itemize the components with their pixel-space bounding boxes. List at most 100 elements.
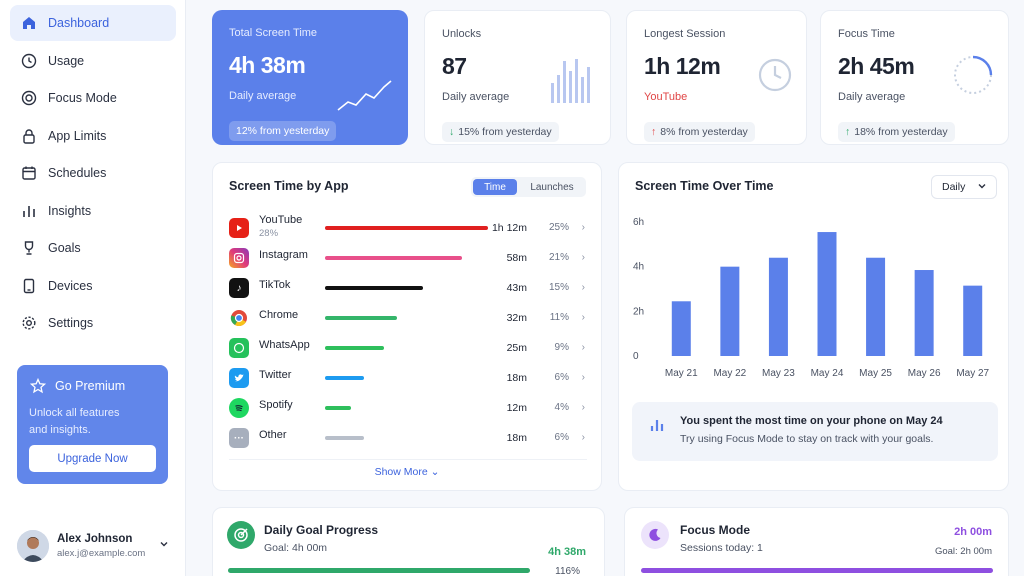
sidebar-item-dashboard[interactable]: Dashboard <box>10 5 176 41</box>
trophy-icon <box>20 239 38 257</box>
sidebar-item-schedules[interactable]: Schedules <box>10 155 176 191</box>
chart-bar[interactable] <box>671 301 691 356</box>
app-row-tiktok[interactable]: ♪ TikTok 43m 15% › <box>229 274 585 302</box>
sidebar-item-label: Dashboard <box>48 16 110 30</box>
app-time: 32m <box>506 312 527 324</box>
stat-label: Unlocks <box>442 28 482 40</box>
chart-bar[interactable] <box>866 257 886 356</box>
chevron-down-icon: ⌄ <box>430 466 440 478</box>
sidebar-item-focus-mode[interactable]: Focus Mode <box>10 80 176 116</box>
chevron-down-icon <box>977 181 987 194</box>
chart-bar[interactable] <box>720 266 740 356</box>
app-row-whatsapp[interactable]: WhatsApp 25m 9% › <box>229 334 585 362</box>
stat-delta: 12% from yesterday <box>229 121 337 141</box>
app-row-twitter[interactable]: Twitter 18m 6% › <box>229 364 585 392</box>
usage-bar <box>325 406 351 410</box>
unlocks-mini-bars <box>551 59 590 103</box>
total-screen-time-card: Total Screen Time 4h 38m Daily average 1… <box>212 10 408 145</box>
sidebar-item-usage[interactable]: Usage <box>10 43 176 79</box>
x-tick-label: May 24 <box>811 368 844 379</box>
app-row-chrome[interactable]: Chrome 32m 11% › <box>229 304 585 332</box>
bar-chart-icon <box>20 202 38 220</box>
app-row-spotify[interactable]: Spotify 12m 4% › <box>229 394 585 422</box>
x-tick-label: May 27 <box>956 368 989 379</box>
app-percent: 6% <box>554 372 569 383</box>
tiktok-icon: ♪ <box>229 278 249 298</box>
sidebar-item-label: App Limits <box>48 129 107 143</box>
sidebar-item-devices[interactable]: Devices <box>10 268 176 304</box>
chart-bar[interactable] <box>768 257 788 356</box>
y-tick-label: 0 <box>633 351 639 362</box>
chevron-right-icon: › <box>581 372 585 383</box>
usage-bar <box>325 256 462 260</box>
app-name: Chrome <box>259 309 299 321</box>
app-name: Twitter <box>259 369 292 381</box>
app-row-other[interactable]: ··· Other 18m 6% › <box>229 424 585 452</box>
stat-value: 1h 12m <box>644 53 721 79</box>
app-time: 18m <box>506 432 527 444</box>
app-percent: 15% <box>548 282 569 293</box>
stat-label: Total Screen Time <box>229 27 318 39</box>
usage-bar <box>325 286 423 290</box>
app-name: Instagram <box>259 249 308 261</box>
premium-title: Go Premium <box>55 379 126 393</box>
clock-icon <box>758 58 792 92</box>
app-row-instagram[interactable]: Instagram 58m 21% › <box>229 244 585 272</box>
sidebar: Dashboard Usage Focus Mode App Limits Sc… <box>0 0 186 576</box>
app-percent: 21% <box>548 252 569 263</box>
focus-ring-icon <box>954 55 993 94</box>
app-percent: 4% <box>554 402 569 413</box>
tablet-icon <box>20 277 38 295</box>
divider <box>229 459 587 460</box>
usage-bar <box>325 376 364 380</box>
show-more-link[interactable]: Show More ⌄ <box>374 466 440 478</box>
chart-bar[interactable] <box>963 285 983 356</box>
chevron-right-icon: › <box>581 432 585 443</box>
stat-delta: ↑ 8% from yesterday <box>644 122 755 142</box>
longest-session-card: Longest Session 1h 12m YouTube ↑ 8% from … <box>626 10 807 145</box>
app-name: YouTube <box>259 214 303 226</box>
star-icon <box>29 377 47 395</box>
stat-sub: YouTube <box>644 91 688 103</box>
sidebar-item-insights[interactable]: Insights <box>10 193 176 229</box>
moon-icon <box>641 521 669 549</box>
app-percent: 6% <box>554 432 569 443</box>
stat-delta: ↓ 15% from yesterday <box>442 122 559 142</box>
chevron-right-icon: › <box>581 312 585 323</box>
period-dropdown[interactable]: Daily <box>931 175 997 199</box>
app-time: 58m <box>506 252 527 264</box>
user-email: alex.j@example.com <box>57 548 146 559</box>
app-time: 25m <box>506 342 527 354</box>
premium-subtitle: Unlock all features and insights. <box>29 407 120 436</box>
toggle-launches[interactable]: Launches <box>530 181 574 193</box>
insight-title: You spent the most time on your phone on… <box>680 415 943 427</box>
user-name: Alex Johnson <box>57 533 133 545</box>
bar-chart-icon <box>650 420 664 431</box>
app-time: 12m <box>506 402 527 414</box>
focus-title: Focus Mode <box>680 523 751 537</box>
chart-bar[interactable] <box>914 270 934 356</box>
app-time: 43m <box>506 282 527 294</box>
clock-icon <box>20 52 38 70</box>
x-tick-label: May 25 <box>859 368 892 379</box>
app-name: Spotify <box>259 399 293 411</box>
toggle-time[interactable]: Time <box>473 179 517 195</box>
sidebar-item-goals[interactable]: Goals <box>10 230 176 266</box>
upgrade-now-button[interactable]: Upgrade Now <box>29 445 156 472</box>
sidebar-item-label: Devices <box>48 279 93 293</box>
focus-goal: Goal: 2h 00m <box>934 546 992 557</box>
chevron-right-icon: › <box>581 342 585 353</box>
chevron-down-icon[interactable] <box>159 538 169 552</box>
sidebar-item-settings[interactable]: Settings <box>10 305 176 341</box>
sidebar-item-app-limits[interactable]: App Limits <box>10 118 176 154</box>
usage-bar <box>325 346 384 350</box>
spotify-icon <box>229 398 249 418</box>
app-percent: 9% <box>554 342 569 353</box>
user-profile[interactable]: Alex Johnson alex.j@example.com <box>17 528 177 564</box>
chart-bar[interactable] <box>817 232 837 356</box>
stat-value: 4h 38m <box>229 52 306 78</box>
app-row-youtube[interactable]: YouTube 28% 1h 12m 25% › <box>229 214 585 242</box>
focus-progress-fill <box>641 568 993 573</box>
home-icon <box>20 14 38 32</box>
focus-mode-card: Focus Mode Sessions today: 1 2h 00m Goal… <box>624 507 1009 576</box>
